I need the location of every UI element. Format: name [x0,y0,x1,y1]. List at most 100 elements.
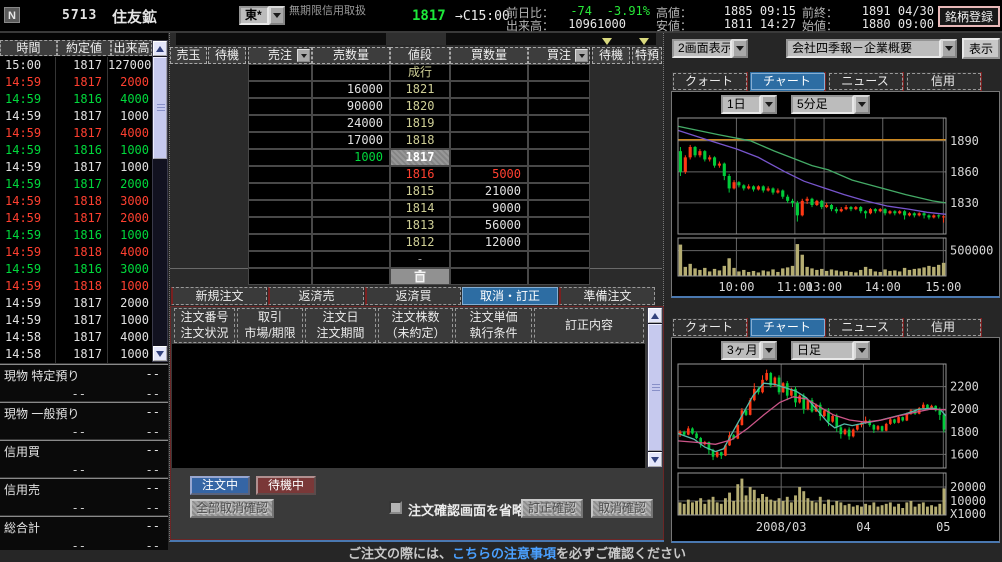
buy-qty-cell[interactable] [450,98,528,115]
sell-order-cell[interactable] [248,251,312,268]
panel1-tab-0[interactable]: クォート [672,72,748,91]
buy-qty-cell[interactable]: 5000 [450,166,528,183]
price-level[interactable]: 1819 [390,115,450,132]
sell-qty-cell[interactable]: 24000 [312,115,390,132]
sell-order-cell[interactable] [248,132,312,149]
sell-order-cell[interactable] [248,64,312,81]
buy-order-cell[interactable] [528,251,590,268]
buy-qty-cell[interactable] [450,251,528,268]
order-list-scrollbar[interactable] [647,307,663,468]
scroll-down-icon[interactable] [153,346,167,361]
buy-qty-cell[interactable] [450,268,528,285]
buy-order-cell[interactable] [528,132,590,149]
price-level[interactable]: 1812 [390,234,450,251]
scroll-down-icon[interactable] [648,452,662,467]
chevron-down-icon[interactable] [575,49,588,62]
chevron-down-icon[interactable] [269,6,285,25]
price-level[interactable]: 1815 [390,183,450,200]
order-tab-1[interactable]: 返済売 [268,287,364,305]
order-tab-3[interactable]: 取消・訂正 [462,287,558,305]
notice-link[interactable]: こちらの注意事項 [452,546,557,561]
buy-order-cell[interactable] [528,234,590,251]
price-level[interactable]: 1821 [390,81,450,98]
buy-order-cell[interactable] [528,115,590,132]
sell-qty-cell[interactable] [312,200,390,217]
panel1-tab-2[interactable]: ニュース [828,72,904,91]
chart2-period-dropdown[interactable]: 3ヶ月 [721,341,777,360]
panel2-tab-0[interactable]: クォート [672,318,748,337]
buy-qty-cell[interactable]: 12000 [450,234,528,251]
sell-qty-cell[interactable]: 1000 [312,149,390,166]
buy-qty-cell[interactable] [450,115,528,132]
order-tab-2[interactable]: 返済買 [365,287,461,305]
order-tab-4[interactable]: 準備注文 [559,287,655,305]
sell-order-cell[interactable] [248,217,312,234]
skip-confirm-checkbox[interactable] [389,501,402,514]
news-icon[interactable]: N [4,7,20,23]
price-level[interactable]: 1818 [390,132,450,149]
panel1-tab-3[interactable]: 信用 [906,72,982,91]
sell-order-cell[interactable] [248,268,312,285]
chevron-down-icon[interactable] [761,95,777,114]
chart2-interval-dropdown[interactable]: 日足 [791,341,870,360]
info-select-dropdown[interactable]: 会社四季報－企業概要 [786,39,957,58]
sell-order-cell[interactable] [248,183,312,200]
sell-qty-cell[interactable]: 90000 [312,98,390,115]
tick-scrollbar[interactable] [152,40,168,362]
panel2-tab-1[interactable]: チャート [750,318,826,337]
panel2-tab-2[interactable]: ニュース [828,318,904,337]
buy-order-cell[interactable] [528,64,590,81]
chevron-down-icon[interactable] [941,39,957,58]
buy-order-cell[interactable] [528,183,590,200]
panel2-tab-3[interactable]: 信用 [906,318,982,337]
screen-mode-dropdown[interactable]: 2画面表示 [672,39,748,58]
buy-qty-cell[interactable] [450,149,528,166]
sell-order-cell[interactable] [248,200,312,217]
scrollbar-thumb[interactable] [153,57,167,159]
sell-qty-cell[interactable] [312,217,390,234]
chevron-down-icon[interactable] [761,341,777,360]
chart1-interval-dropdown[interactable]: 5分足 [791,95,870,114]
clear-orders-button[interactable] [390,268,450,285]
sell-qty-cell[interactable] [312,234,390,251]
sell-order-cell[interactable] [248,166,312,183]
sell-qty-cell[interactable] [312,268,390,285]
sell-qty-cell[interactable] [312,64,390,81]
sell-order-cell[interactable] [248,234,312,251]
sell-qty-cell[interactable] [312,183,390,200]
sell-qty-cell[interactable]: 17000 [312,132,390,149]
show-button[interactable]: 表示 [962,38,1000,59]
sell-qty-cell[interactable] [312,251,390,268]
buy-order-cell[interactable] [528,81,590,98]
scroll-up-icon[interactable] [153,41,167,56]
chevron-down-icon[interactable] [854,341,870,360]
sell-order-cell[interactable] [248,81,312,98]
exchange-dropdown[interactable]: 東* [239,6,285,25]
buy-order-cell[interactable] [528,98,590,115]
price-level[interactable]: 1813 [390,217,450,234]
sell-qty-cell[interactable]: 16000 [312,81,390,98]
buy-order-cell[interactable] [528,149,590,166]
order-tab-0[interactable]: 新規注文 [171,287,267,305]
chart1-period-dropdown[interactable]: 1日 [721,95,777,114]
scroll-up-icon[interactable] [648,308,662,323]
chevron-down-icon[interactable] [297,49,310,62]
buy-order-cell[interactable] [528,268,590,285]
buy-qty-cell[interactable]: 21000 [450,183,528,200]
ordering-filter-button[interactable]: 注文中 [190,476,250,495]
buy-qty-cell[interactable]: 9000 [450,200,528,217]
sell-order-cell[interactable] [248,115,312,132]
scrollbar-thumb[interactable] [648,324,662,451]
price-level[interactable]: - [390,251,450,268]
buy-order-cell[interactable] [528,166,590,183]
buy-qty-cell[interactable] [450,132,528,149]
price-level[interactable]: 1814 [390,200,450,217]
sell-qty-cell[interactable] [312,166,390,183]
buy-order-cell[interactable] [528,200,590,217]
buy-qty-cell[interactable]: 56000 [450,217,528,234]
waiting-filter-button[interactable]: 待機中 [256,476,316,495]
register-symbol-button[interactable]: 銘柄登録 [938,6,1000,27]
price-level[interactable]: 1816 [390,166,450,183]
chevron-down-icon[interactable] [732,39,748,58]
sell-order-cell[interactable] [248,149,312,166]
